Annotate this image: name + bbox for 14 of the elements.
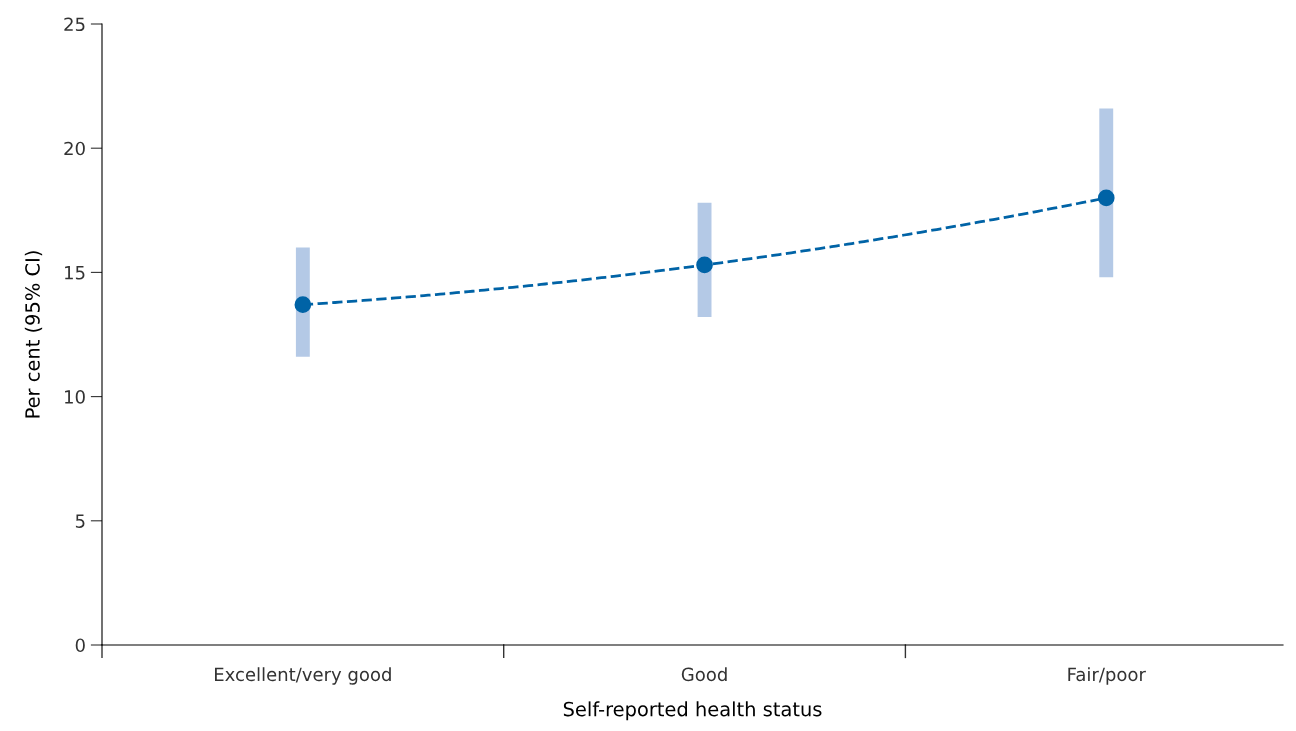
- x-tick-label: Excellent/very good: [215, 667, 391, 685]
- point: [294, 296, 312, 314]
- y-tick-label: 0: [75, 638, 85, 653]
- y-axis-title: Per cent (95% CI): [24, 251, 43, 418]
- y-tick-label: 10: [65, 390, 85, 404]
- y-tick-label: 15: [65, 266, 85, 280]
- point: [1097, 189, 1115, 207]
- y-tick-label: 25: [64, 17, 85, 32]
- y-tick-label: 5: [75, 514, 85, 528]
- x-tick-label: Fair/poor: [1068, 667, 1146, 685]
- y-tick-label: 20: [64, 141, 85, 156]
- x-axis-title: Self-reported health status: [563, 701, 822, 721]
- point: [696, 256, 713, 274]
- x-tick-label: Good: [681, 667, 727, 682]
